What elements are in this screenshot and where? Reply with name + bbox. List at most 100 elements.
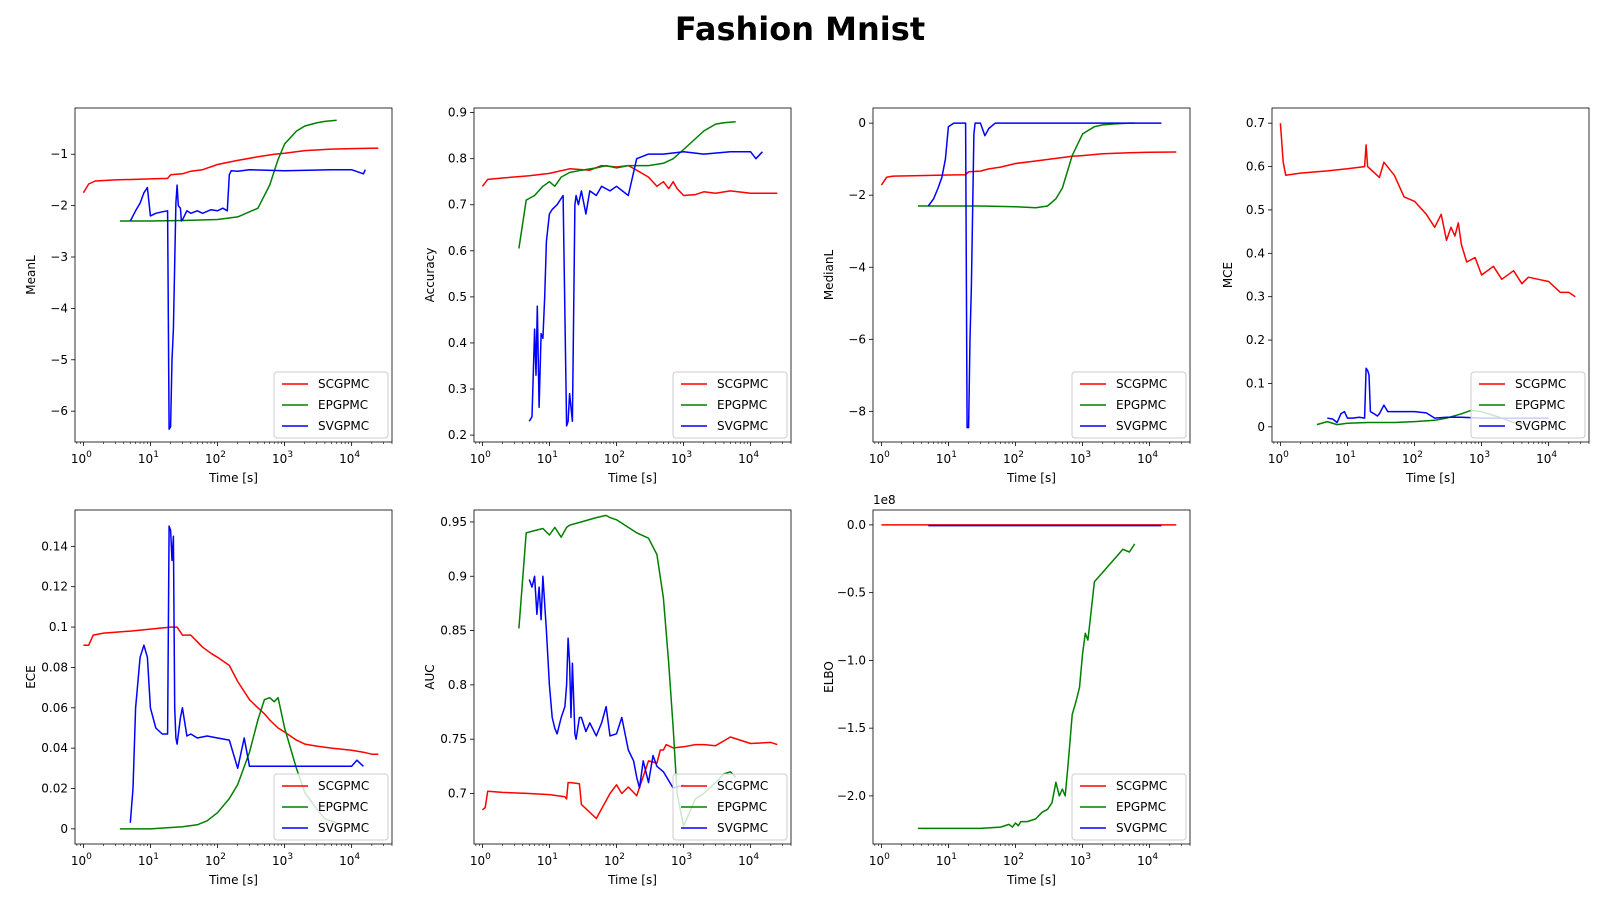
legend-label-epgpmc: EPGPMC [1116,800,1166,814]
x-tick-exponent: 2 [619,852,625,862]
x-tick-label: 100 [71,852,92,868]
y-tick-label: 0 [858,116,866,130]
y-tick-label: −1.0 [837,653,866,667]
subplot-mce: 100 101 102 103 10400.10.20.30.40.50.60.7Tim… [1221,107,1590,485]
series-line-epgpmc [119,119,337,222]
x-tick-exponent: 3 [1085,450,1091,460]
legend-label-scgpmc: SCGPMC [1116,779,1167,793]
x-tick-exponent: 2 [1018,852,1024,862]
y-tick-label: 0 [1257,420,1265,434]
y-tick-label: 0.04 [41,741,68,755]
y-axis-label: Accuracy [423,248,437,303]
x-tick-label: 104 [1137,450,1158,466]
y-tick-label: −4 [50,301,68,315]
x-tick-exponent: 4 [354,852,360,862]
y-tick-label: −3 [50,250,68,264]
legend: SCGPMC EPGPMC SVGPMC [1071,371,1187,439]
figure-title: Fashion Mnist [674,10,926,48]
legend-label-epgpmc: EPGPMC [717,800,767,814]
legend-label-scgpmc: SCGPMC [318,377,369,391]
x-tick-exponent: 3 [1484,450,1490,460]
x-tick-label: 101 [936,852,957,868]
y-tick-label: 0.8 [448,678,467,692]
y-tick-label: 0.3 [1246,290,1265,304]
legend: SCGPMC EPGPMC SVGPMC [1071,773,1187,841]
y-tick-label: 0.0 [847,518,866,532]
x-axis-label: Time [s] [208,873,258,887]
x-tick-label: 103 [671,450,692,466]
legend: SCGPMC EPGPMC SVGPMC [1470,371,1586,439]
y-axis-label: ECE [24,665,38,689]
y-tick-label: 0.75 [440,732,467,746]
y-tick-label: 0.5 [1246,203,1265,217]
x-tick-exponent: 2 [220,450,226,460]
series-line-scgpmc [880,151,1177,186]
legend-label-epgpmc: EPGPMC [1515,398,1565,412]
x-tick-exponent: 3 [1085,852,1091,862]
x-tick-exponent: 4 [1551,450,1557,460]
legend-label-svgpmc: SVGPMC [318,419,369,433]
x-tick-label: 104 [339,450,360,466]
legend-label-svgpmc: SVGPMC [717,419,768,433]
subplot-accuracy: 100 101 102 103 1040.20.30.40.50.60.70.80.9T… [423,106,792,485]
legend: SCGPMC EPGPMC SVGPMC [672,773,788,841]
y-tick-label: −2.0 [837,789,866,803]
legend-label-svgpmc: SVGPMC [1116,419,1167,433]
x-tick-label: 101 [537,852,558,868]
x-tick-label: 100 [869,852,890,868]
x-tick-label: 103 [272,450,293,466]
x-tick-label: 104 [339,852,360,868]
y-tick-label: −2 [848,188,866,202]
y-tick-label: 0.12 [41,580,68,594]
y-tick-label: 0.2 [448,428,467,442]
x-tick-label: 101 [138,450,159,466]
x-tick-label: 104 [738,852,759,868]
x-tick-exponent: 3 [287,852,293,862]
x-tick-exponent: 4 [1152,852,1158,862]
y-tick-label: 0.95 [440,515,467,529]
x-tick-exponent: 1 [552,852,558,862]
x-tick-label: 102 [1003,450,1024,466]
x-tick-label: 102 [604,852,625,868]
y-tick-label: −0.5 [837,586,866,600]
legend-box [672,371,788,439]
x-tick-label: 102 [604,450,625,466]
y-tick-label: 0.02 [41,782,68,796]
y-tick-label: 0.1 [1246,376,1265,390]
axes-frame [74,509,393,845]
x-tick-exponent: 4 [753,450,759,460]
x-tick-exponent: 0 [884,852,890,862]
y-tick-label: 0.2 [1246,333,1265,347]
y-tick-label: −1.5 [837,721,866,735]
x-axis-label: Time [s] [1405,471,1455,485]
y-tick-label: −2 [50,199,68,213]
series-line-scgpmc [1279,123,1576,298]
y-tick-label: −4 [848,260,866,274]
series-line-svgpmc [528,151,763,427]
legend-label-epgpmc: EPGPMC [1116,398,1166,412]
x-tick-label: 102 [1402,450,1423,466]
axes-frame [473,107,792,443]
y-tick-label: −5 [50,353,68,367]
x-tick-exponent: 1 [1350,450,1356,460]
y-tick-label: −6 [848,332,866,346]
x-tick-label: 102 [205,852,226,868]
y-tick-label: 0.7 [448,786,467,800]
legend-label-scgpmc: SCGPMC [1116,377,1167,391]
legend-label-epgpmc: EPGPMC [318,398,368,412]
x-tick-label: 103 [1070,450,1091,466]
x-tick-exponent: 0 [1283,450,1289,460]
legend-box [672,773,788,841]
legend-label-scgpmc: SCGPMC [717,779,768,793]
y-tick-label: 0.14 [41,539,68,553]
series-line-scgpmc [481,164,778,197]
x-tick-label: 104 [1536,450,1557,466]
subplot-auc: 100 101 102 103 1040.70.750.80.850.90.95Time… [423,509,792,887]
axes-frame [872,509,1191,845]
x-tick-exponent: 1 [552,450,558,460]
x-tick-exponent: 0 [485,450,491,460]
y-tick-label: 0.8 [448,152,467,166]
x-tick-label: 100 [470,852,491,868]
subplot-ece: 100 101 102 103 10400.020.040.060.080.10.120… [24,509,393,887]
